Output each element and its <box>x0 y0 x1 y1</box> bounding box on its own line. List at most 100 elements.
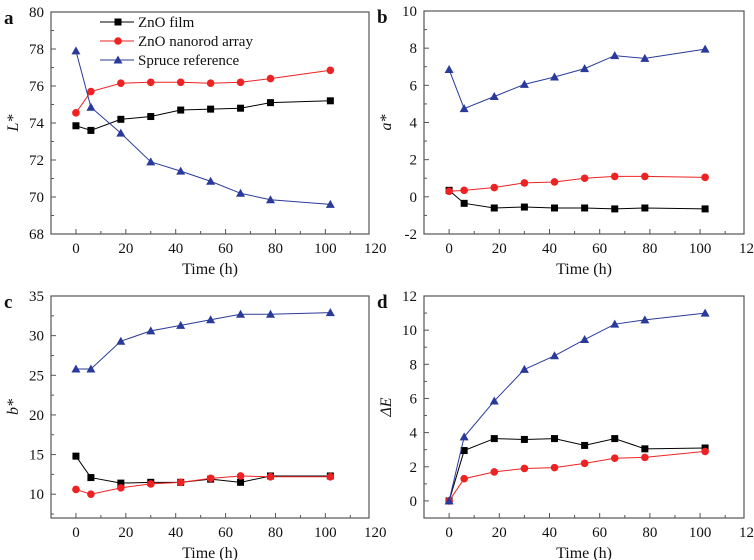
y-tick-label: 76 <box>29 79 45 95</box>
data-point <box>266 472 275 481</box>
panel-d: 0 20 40 60 80 100 120 0 2 4 6 8 10 12 Time (h) ΔE d <box>377 289 754 560</box>
y-tick-label: 8 <box>410 357 418 373</box>
y-tick-label: 78 <box>29 42 44 58</box>
data-point <box>520 464 529 473</box>
series-0 <box>445 435 709 505</box>
data-point <box>71 46 81 55</box>
data-point <box>266 74 275 83</box>
data-point <box>641 204 649 212</box>
data-point <box>86 364 96 373</box>
data-point <box>519 79 529 88</box>
series-line <box>448 48 706 110</box>
plot-frame <box>423 10 745 235</box>
data-point <box>117 79 125 88</box>
data-point <box>87 126 95 134</box>
data-point <box>460 199 468 207</box>
data-point <box>550 351 560 360</box>
x-axis-label: Time (h) <box>556 261 612 278</box>
data-point <box>236 309 246 318</box>
data-point <box>444 65 454 74</box>
y-tick-label: 6 <box>410 78 418 94</box>
x-tick-label: 100 <box>314 241 337 257</box>
data-point <box>610 454 619 463</box>
legend-label: ZnO film <box>138 15 195 31</box>
series-0 <box>72 452 334 487</box>
data-point <box>146 326 156 335</box>
data-point <box>700 44 710 53</box>
data-point <box>237 478 245 486</box>
x-tick-label: 0 <box>445 525 453 541</box>
y-axis-label: a* <box>378 115 395 131</box>
data-point <box>87 474 95 482</box>
data-point <box>460 186 468 195</box>
legend-label: Spruce reference <box>138 53 240 69</box>
x-tick-label: 120 <box>364 525 387 541</box>
data-point <box>490 435 498 443</box>
y-tick-label: 0 <box>410 190 418 206</box>
data-point <box>640 315 650 324</box>
y-axis-label: ΔE <box>378 397 395 417</box>
series-2 <box>444 308 710 505</box>
data-point <box>550 463 559 472</box>
x-tick-label: 60 <box>592 525 607 541</box>
data-point <box>490 468 499 476</box>
data-point <box>237 104 245 112</box>
legend-item: ZnO film <box>100 15 195 31</box>
y-tick-label: 6 <box>410 391 418 407</box>
series-0 <box>72 97 334 134</box>
data-point <box>326 472 335 481</box>
data-point <box>490 183 499 192</box>
series-2 <box>444 44 710 113</box>
data-point <box>117 115 125 123</box>
data-point <box>72 452 80 460</box>
data-point <box>611 205 619 213</box>
data-point <box>580 335 590 344</box>
x-tick-label: 20 <box>118 525 133 541</box>
data-point <box>326 66 335 75</box>
data-point <box>117 479 125 487</box>
data-point <box>86 102 96 111</box>
y-tick-label: 80 <box>29 5 44 21</box>
data-point <box>445 187 453 196</box>
y-axis-label: b* <box>5 399 22 415</box>
data-point <box>72 109 80 117</box>
x-tick-label: 100 <box>689 241 712 257</box>
y-tick-label: 30 <box>29 329 44 345</box>
data-point <box>610 51 620 60</box>
y-tick-label: 74 <box>29 116 45 132</box>
series-line <box>75 100 331 131</box>
y-tick-label: 4 <box>410 426 418 442</box>
data-point <box>176 78 185 87</box>
plot-frame <box>423 295 745 519</box>
y-tick-label: 15 <box>29 448 44 464</box>
y-axis-label: L* <box>5 115 22 133</box>
y-tick-label: 70 <box>29 190 44 206</box>
x-axis-label: Time (h) <box>556 545 612 560</box>
data-point <box>640 53 650 62</box>
x-tick-label: 80 <box>642 241 657 257</box>
data-point <box>116 128 126 137</box>
data-point <box>325 308 335 317</box>
x-tick-label: 120 <box>739 241 754 257</box>
data-point <box>701 205 709 213</box>
y-tick-label: 12 <box>402 289 417 305</box>
data-point <box>580 174 589 183</box>
x-tick-label: 20 <box>492 241 507 257</box>
series-line <box>448 189 706 210</box>
data-point <box>611 435 619 443</box>
series-2 <box>71 46 335 208</box>
y-tick-label: 8 <box>410 41 418 57</box>
x-tick-label: 120 <box>364 241 387 257</box>
data-point <box>490 204 498 212</box>
y-tick-label: 4 <box>410 116 418 132</box>
data-point <box>581 441 589 449</box>
y-tick-label: 10 <box>29 487 44 503</box>
y-tick-label: 2 <box>410 153 418 169</box>
y-tick-label: 20 <box>29 408 44 424</box>
data-point <box>266 99 274 107</box>
x-tick-label: 60 <box>218 241 233 257</box>
data-point <box>87 490 95 499</box>
x-tick-label: 40 <box>542 241 557 257</box>
series-1 <box>445 172 709 196</box>
